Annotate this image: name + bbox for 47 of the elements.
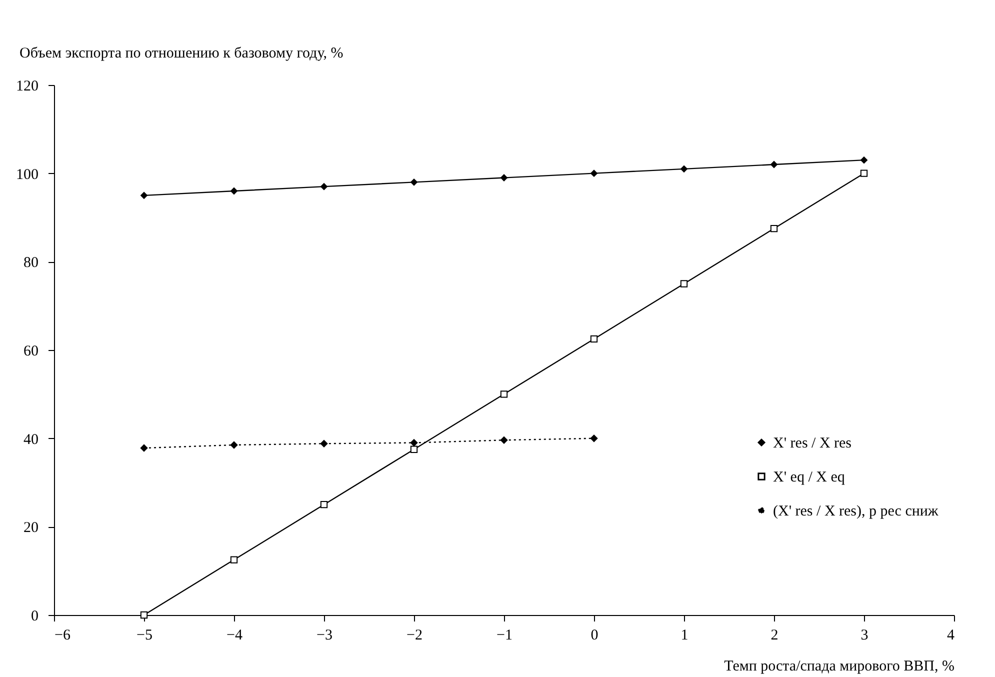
- point: [230, 188, 238, 194]
- point: [140, 192, 148, 199]
- point: [770, 161, 778, 168]
- point: [590, 434, 598, 442]
- y-tick-label: 0: [31, 608, 38, 624]
- legend-label: X' res / X res: [773, 436, 852, 452]
- x-tick-label: −4: [226, 628, 243, 644]
- x-tick-label: −5: [136, 628, 152, 644]
- y-tick-label: 60: [24, 344, 38, 360]
- point: [140, 611, 148, 619]
- x-tick-label: −6: [54, 628, 71, 644]
- point: [500, 436, 508, 444]
- x-tick-label: −3: [316, 628, 332, 644]
- x-tick-label: 1: [680, 628, 688, 644]
- x-tick-label: 2: [770, 628, 778, 644]
- point: [860, 170, 868, 177]
- point: [590, 335, 598, 343]
- point: [590, 170, 598, 177]
- point: [410, 446, 418, 453]
- y-tick-label: 100: [16, 166, 38, 183]
- legend-label: X' eq / X eq: [773, 470, 846, 486]
- x-tick-label: −1: [496, 628, 512, 644]
- x-tick-label: 4: [947, 628, 955, 644]
- point: [500, 174, 508, 182]
- y-axis-title: Объем экспорта по отношению к базовому году, %: [20, 46, 344, 62]
- x-tick-label: 0: [590, 628, 598, 644]
- point: [230, 441, 238, 449]
- y-tick-label: 120: [16, 78, 38, 94]
- y-tick-label: 20: [24, 520, 38, 536]
- y-tick-label: 80: [24, 255, 38, 272]
- x-tick-label: −2: [406, 628, 422, 644]
- legend-label: (X' res / X res), p рес сниж: [773, 504, 939, 520]
- point: [230, 556, 238, 564]
- point: [320, 440, 328, 448]
- point: [680, 165, 688, 172]
- point: [320, 501, 328, 508]
- point: [140, 444, 148, 452]
- point: [500, 390, 508, 398]
- x-axis-title: Темп роста/спада мирового ВВП, %: [724, 658, 954, 674]
- point: [680, 280, 688, 288]
- x-tick-label: 3: [860, 628, 868, 644]
- point: [410, 178, 418, 186]
- y-tick-label: 40: [24, 432, 38, 448]
- point: [860, 156, 868, 164]
- point: [770, 224, 778, 232]
- point: [410, 439, 418, 446]
- point: [320, 183, 328, 190]
